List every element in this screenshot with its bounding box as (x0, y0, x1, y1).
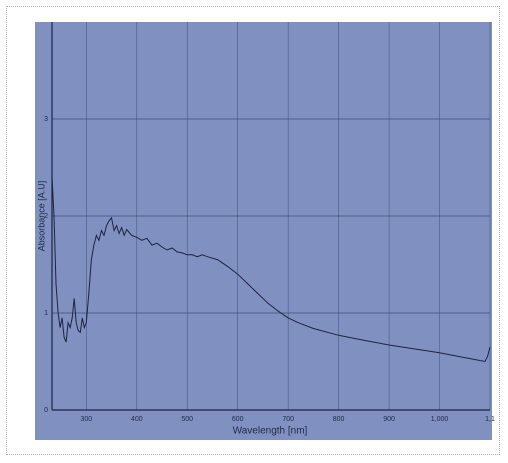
y-tick-label: 1 (44, 310, 48, 317)
x-tick-label: 1,1 (485, 416, 495, 423)
x-tick-label: 400 (131, 416, 143, 423)
x-tick-label: 500 (181, 416, 193, 423)
data-line (51, 177, 491, 363)
x-tick-label: 800 (333, 416, 345, 423)
x-tick-label: 700 (282, 416, 294, 423)
x-tick-label: 300 (80, 416, 92, 423)
x-tick-label: 600 (232, 416, 244, 423)
y-tick-label: 2 (44, 213, 48, 220)
x-tick-label: 1,000 (431, 416, 449, 423)
x-tick-label: 900 (383, 416, 395, 423)
plot-background (35, 22, 492, 440)
y-tick-label: 0 (44, 407, 48, 414)
frame (6, 6, 500, 455)
y-axis-label: Absorbance [A.U] (36, 181, 46, 252)
y-tick-label: 3 (44, 116, 48, 123)
x-axis-label: Wavelength [nm] (233, 426, 308, 437)
